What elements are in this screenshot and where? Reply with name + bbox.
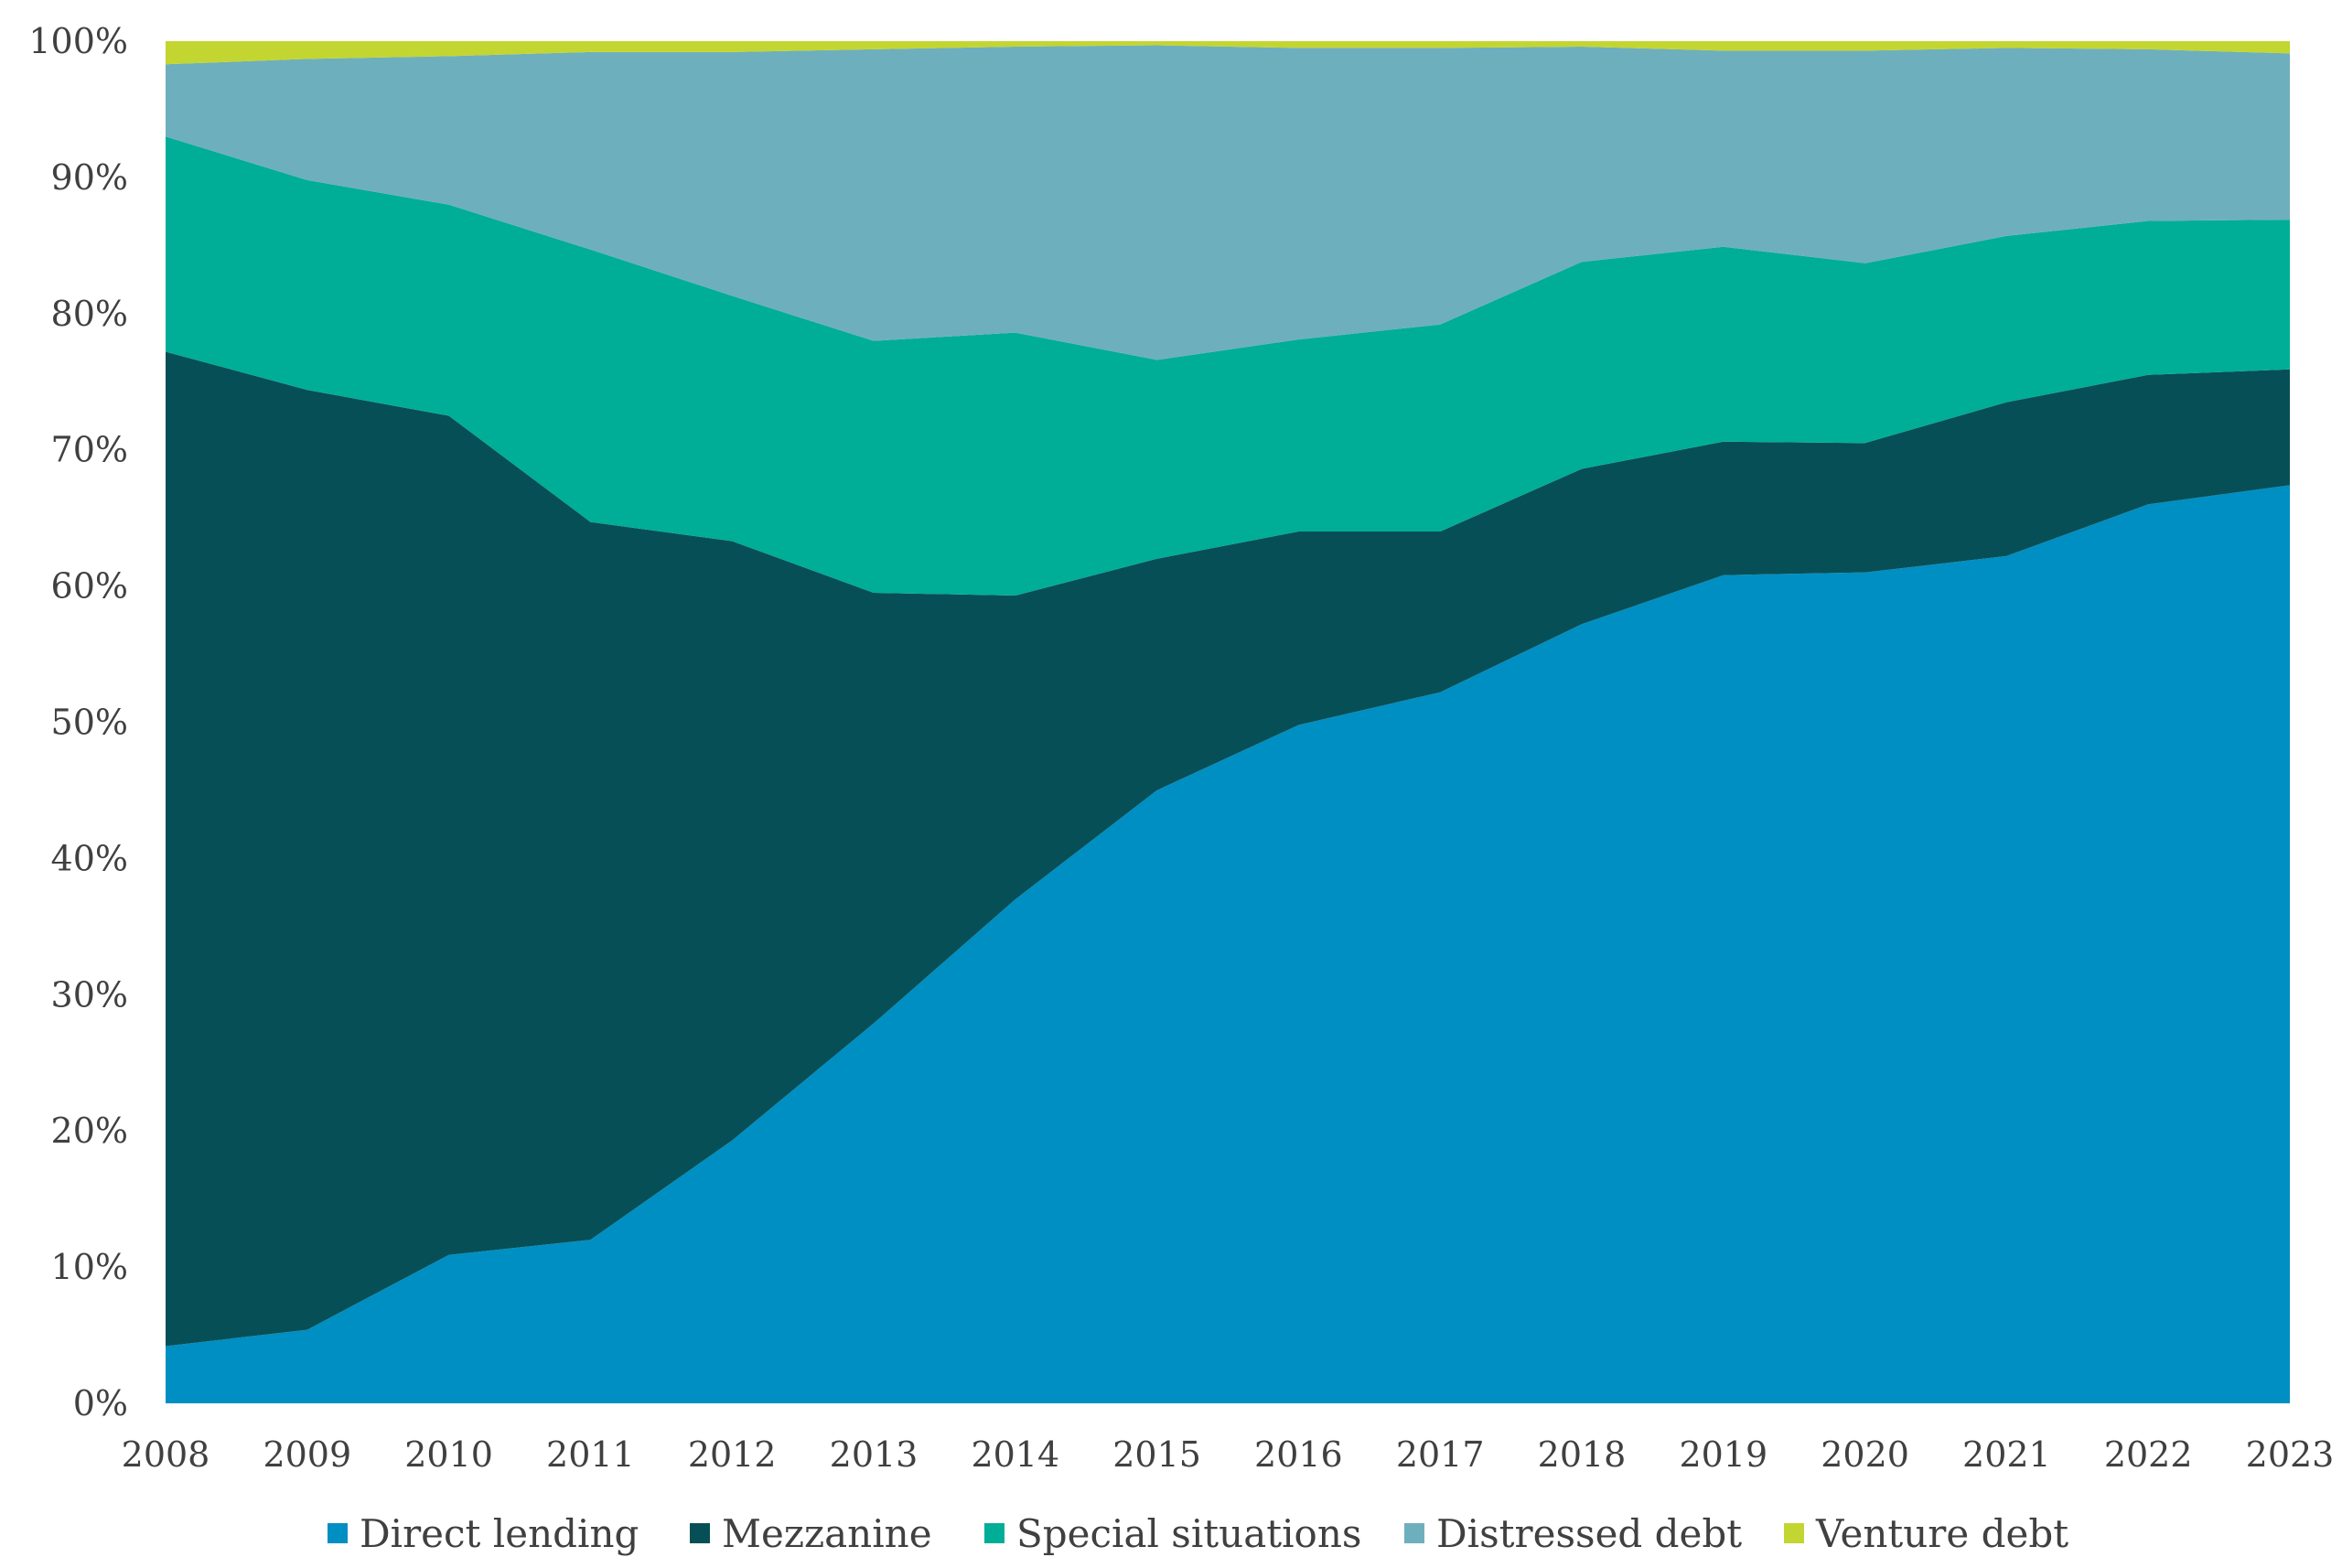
x-tick-label: 2022 — [2104, 1434, 2193, 1475]
legend-item-special-situations: Special situations — [984, 1511, 1361, 1556]
legend-item-direct-lending: Direct lending — [328, 1511, 639, 1556]
legend-item-venture-debt: Venture debt — [1784, 1511, 2068, 1556]
x-tick-label: 2018 — [1538, 1434, 1627, 1475]
x-tick-label: 2008 — [122, 1434, 210, 1475]
legend-item-mezzanine: Mezzanine — [690, 1511, 932, 1556]
legend-label: Distressed debt — [1436, 1511, 1742, 1556]
area-series-venture-debt — [166, 41, 2290, 65]
y-tick-label: 80% — [51, 294, 128, 334]
x-tick-label: 2021 — [1962, 1434, 2051, 1475]
legend-swatch — [1404, 1523, 1424, 1543]
legend: Direct lending Mezzanine Special situation… — [328, 1511, 2068, 1556]
y-tick-label: 50% — [51, 703, 128, 743]
x-tick-label: 2014 — [971, 1434, 1059, 1475]
area-series-direct-lending — [166, 485, 2290, 1403]
legend-label: Mezzanine — [722, 1511, 932, 1556]
legend-label: Special situations — [1016, 1511, 1361, 1556]
x-tick-label: 2023 — [2246, 1434, 2335, 1475]
x-tick-label: 2009 — [263, 1434, 351, 1475]
x-axis: 2008 2009 2010 2011 2012 2013 2014 2015 2016 2017… — [122, 1434, 2335, 1475]
legend-label: Direct lending — [360, 1511, 639, 1556]
y-tick-label: 0% — [73, 1383, 128, 1423]
area-layer — [166, 41, 2290, 1403]
x-tick-label: 2011 — [546, 1434, 635, 1475]
y-axis: 0% 10% 20% 30% 40% 50% 60% 70% 80% 90% 100% — [28, 21, 128, 1423]
area-series-special-situations — [166, 136, 2290, 596]
area-series-distressed-debt — [166, 45, 2290, 360]
legend-label: Venture debt — [1815, 1511, 2068, 1556]
x-tick-label: 2013 — [830, 1434, 919, 1475]
area-series-mezzanine — [166, 351, 2290, 1347]
y-tick-label: 60% — [51, 566, 128, 607]
x-tick-label: 2019 — [1679, 1434, 1767, 1475]
x-tick-label: 2012 — [688, 1434, 777, 1475]
legend-swatch — [328, 1523, 348, 1543]
x-tick-label: 2010 — [404, 1434, 493, 1475]
y-tick-label: 20% — [51, 1111, 128, 1151]
y-tick-label: 70% — [51, 430, 128, 470]
y-tick-label: 30% — [51, 974, 128, 1015]
y-tick-label: 100% — [28, 21, 128, 61]
legend-swatch — [1784, 1523, 1804, 1543]
y-tick-label: 40% — [51, 838, 128, 878]
x-tick-label: 2020 — [1821, 1434, 1909, 1475]
y-tick-label: 10% — [51, 1247, 128, 1287]
x-tick-label: 2016 — [1254, 1434, 1343, 1475]
y-tick-label: 90% — [51, 157, 128, 198]
x-tick-label: 2017 — [1396, 1434, 1485, 1475]
x-tick-label: 2015 — [1112, 1434, 1201, 1475]
legend-item-distressed-debt: Distressed debt — [1404, 1511, 1742, 1556]
legend-swatch — [690, 1523, 710, 1543]
legend-swatch — [984, 1523, 1004, 1543]
